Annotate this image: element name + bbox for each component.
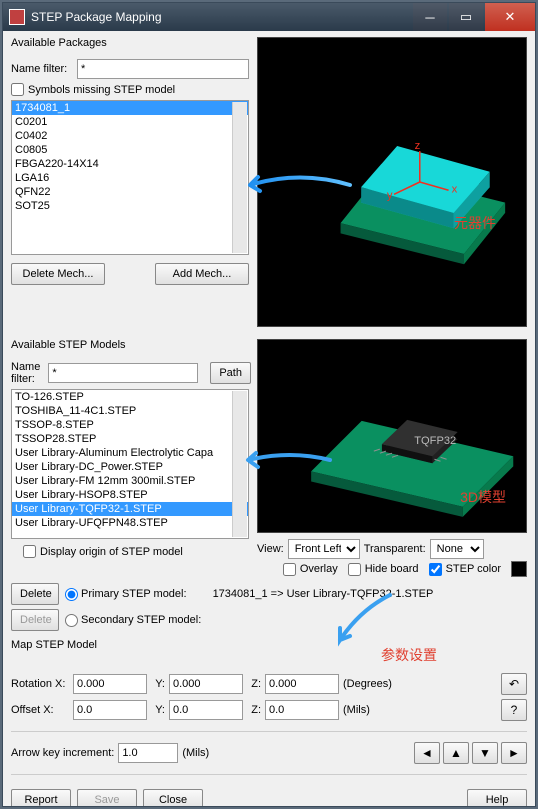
- svg-text:x: x: [452, 183, 458, 195]
- window-controls: ─ ▭ ✕: [411, 3, 535, 31]
- rotx-input[interactable]: [73, 674, 147, 694]
- offy-input[interactable]: [169, 700, 243, 720]
- package-listbox[interactable]: 1734081_1C0201C0402C0805FBGA220-14X14LGA…: [11, 100, 249, 255]
- add-mech-button[interactable]: Add Mech...: [155, 263, 249, 285]
- model-filter-label: Name filter:: [11, 361, 40, 385]
- list-item[interactable]: FBGA220-14X14: [12, 157, 248, 171]
- view-select[interactable]: Front Left: [288, 539, 360, 559]
- roty-input[interactable]: [169, 674, 243, 694]
- package-filter-input[interactable]: [77, 59, 249, 79]
- save-button: Save: [77, 789, 137, 806]
- report-button[interactable]: Report: [11, 789, 71, 806]
- model-preview[interactable]: TQFP32 3D模型: [257, 339, 527, 533]
- main-window: STEP Package Mapping ─ ▭ ✕ Available Pac…: [2, 2, 536, 807]
- arrow-right-button[interactable]: ►: [501, 742, 527, 764]
- svg-text:z: z: [415, 140, 421, 152]
- help-small-button[interactable]: ?: [501, 699, 527, 721]
- offz-input[interactable]: [265, 700, 339, 720]
- delete-secondary-button: Delete: [11, 609, 59, 631]
- list-item[interactable]: User Library-DC_Power.STEP: [12, 460, 248, 474]
- view-label: View:: [257, 543, 284, 555]
- rotx-label: Rotation X:: [11, 678, 69, 690]
- color-swatch[interactable]: [511, 561, 527, 577]
- dialog-body: Available Packages Name filter: Symbols …: [3, 31, 535, 806]
- model-filter-input[interactable]: [48, 363, 198, 383]
- list-item[interactable]: LGA16: [12, 171, 248, 185]
- svg-text:y: y: [387, 189, 393, 201]
- filter-label: Name filter:: [11, 63, 69, 75]
- mapping-text: 1734081_1 => User Library-TQFP32-1.STEP: [213, 588, 434, 600]
- window-title: STEP Package Mapping: [31, 10, 411, 24]
- scrollbar[interactable]: [232, 102, 247, 253]
- list-item[interactable]: TOSHIBA_11-4C1.STEP: [12, 404, 248, 418]
- list-item[interactable]: C0201: [12, 115, 248, 129]
- roty-label: Y:: [151, 678, 165, 690]
- list-item[interactable]: 1734081_1: [12, 101, 248, 115]
- missing-step-checkbox[interactable]: Symbols missing STEP model: [11, 83, 249, 96]
- list-item[interactable]: User Library-Aluminum Electrolytic Capa: [12, 446, 248, 460]
- list-item[interactable]: User Library-TQFP32-1.STEP: [12, 502, 248, 516]
- svg-text:TQFP32: TQFP32: [414, 435, 456, 447]
- app-icon: [9, 9, 25, 25]
- stepcolor-checkbox[interactable]: STEP color: [429, 563, 501, 576]
- transparent-label: Transparent:: [364, 543, 426, 555]
- titlebar: STEP Package Mapping ─ ▭ ✕: [3, 3, 535, 31]
- undo-button[interactable]: ↶: [501, 673, 527, 695]
- primary-radio[interactable]: Primary STEP model:: [65, 588, 187, 601]
- transparent-select[interactable]: None: [430, 539, 484, 559]
- help-button[interactable]: Help: [467, 789, 527, 806]
- offy-label: Y:: [151, 704, 165, 716]
- list-item[interactable]: TO-126.STEP: [12, 390, 248, 404]
- model-listbox[interactable]: TO-126.STEPTOSHIBA_11-4C1.STEPTSSOP-8.ST…: [11, 389, 249, 539]
- offx-label: Offset X:: [11, 704, 69, 716]
- display-origin-checkbox[interactable]: Display origin of STEP model: [23, 545, 249, 558]
- list-item[interactable]: TSSOP28.STEP: [12, 432, 248, 446]
- package-preview[interactable]: z x y 元器件: [257, 37, 527, 327]
- annotation-params: 参数设置: [381, 645, 535, 665]
- minimize-button[interactable]: ─: [413, 3, 447, 31]
- degrees-label: (Degrees): [343, 678, 392, 690]
- list-item[interactable]: C0805: [12, 143, 248, 157]
- annotation-component: 元器件: [454, 213, 496, 233]
- models-label: Available STEP Models: [11, 339, 249, 351]
- close-dialog-button[interactable]: Close: [143, 789, 203, 806]
- close-button[interactable]: ✕: [485, 3, 535, 31]
- list-item[interactable]: C0402: [12, 129, 248, 143]
- packages-label: Available Packages: [11, 37, 249, 49]
- list-item[interactable]: TSSOP-8.STEP: [12, 418, 248, 432]
- maximize-button[interactable]: ▭: [449, 3, 483, 31]
- mils-label: (Mils): [343, 704, 370, 716]
- arrow-down-button[interactable]: ▼: [472, 742, 498, 764]
- list-item[interactable]: User Library-FM 12mm 300mil.STEP: [12, 474, 248, 488]
- list-item[interactable]: SOT25: [12, 199, 248, 213]
- secondary-radio[interactable]: Secondary STEP model:: [65, 614, 201, 627]
- delete-primary-button[interactable]: Delete: [11, 583, 59, 605]
- hideboard-checkbox[interactable]: Hide board: [348, 563, 419, 576]
- arrowkey-units: (Mils): [182, 747, 209, 759]
- annotation-3dmodel: 3D模型: [460, 487, 506, 507]
- scrollbar[interactable]: [232, 391, 247, 537]
- list-item[interactable]: User Library-HSOP8.STEP: [12, 488, 248, 502]
- arrowkey-input[interactable]: [118, 743, 178, 763]
- arrow-up-button[interactable]: ▲: [443, 742, 469, 764]
- list-item[interactable]: QFN22: [12, 185, 248, 199]
- overlay-checkbox[interactable]: Overlay: [283, 563, 338, 576]
- path-button[interactable]: Path: [210, 362, 251, 384]
- list-item[interactable]: User Library-UFQFPN48.STEP: [12, 516, 248, 530]
- arrow-left-button[interactable]: ◄: [414, 742, 440, 764]
- offx-input[interactable]: [73, 700, 147, 720]
- delete-mech-button[interactable]: Delete Mech...: [11, 263, 105, 285]
- offz-label: Z:: [247, 704, 261, 716]
- rotz-label: Z:: [247, 678, 261, 690]
- rotz-input[interactable]: [265, 674, 339, 694]
- arrowkey-label: Arrow key increment:: [11, 747, 114, 759]
